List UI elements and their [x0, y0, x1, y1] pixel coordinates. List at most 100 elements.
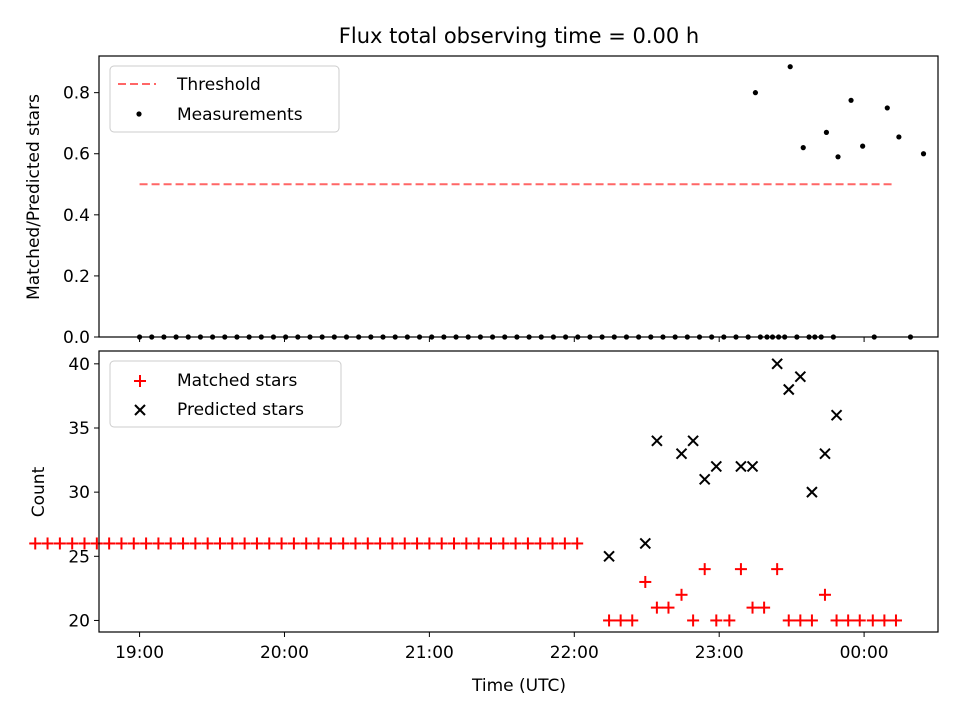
matched-star-marker [164, 537, 177, 550]
x-tick-label: 22:00 [550, 643, 599, 663]
matched-star-marker [361, 537, 374, 550]
matched-star-marker [448, 537, 461, 550]
matched-star-marker [698, 563, 711, 576]
y-tick-label: 0.2 [63, 267, 90, 287]
matched-star-marker [398, 537, 411, 550]
top-legend[interactable]: Threshold Measurements [109, 65, 340, 133]
bottom-axes-frame [98, 350, 939, 633]
measurement-point [884, 105, 890, 111]
x-tick-label: 21:00 [405, 643, 454, 663]
x-axis-label: Time (UTC) [471, 676, 566, 696]
measurement-point [920, 151, 927, 157]
matched-star-marker [734, 563, 747, 576]
top-y-ticks: 0.0 0.2 0.4 0.6 0.8 [63, 84, 99, 348]
predicted-star-marker [783, 383, 795, 396]
bottom-legend-frame [109, 360, 342, 428]
predicted-star-marker [710, 460, 723, 473]
legend-matched-label: Matched stars [177, 371, 297, 391]
matched-star-marker [675, 588, 688, 601]
matched-star-marker [78, 537, 91, 550]
legend-predicted-label: Predicted stars [177, 400, 304, 420]
matched-star-marker [411, 537, 424, 550]
top-panel: 0.00.20.40.60.8 Matched/Predicted stars … [24, 55, 939, 348]
matched-star-marker [275, 537, 288, 550]
x-tick-label: 00:00 [840, 643, 889, 663]
x-tick-label: 20:00 [260, 643, 309, 663]
predicted-star-marker [735, 460, 747, 473]
predicted-star-marker [687, 435, 699, 447]
predicted-star-marker [771, 358, 783, 370]
matched-star-marker [687, 614, 700, 627]
y-tick-label: 40 [68, 355, 90, 375]
predicted-star-marker [746, 460, 759, 473]
x-tick-label: 19:00 [115, 643, 164, 663]
matched-star-marker [534, 537, 547, 550]
measurement-point [896, 134, 902, 140]
top-x-ticks [139, 337, 865, 342]
y-tick-label: 0.6 [63, 145, 90, 165]
legend-measurements-label: Measurements [177, 105, 303, 125]
matched-star-marker [662, 601, 675, 614]
measurement-point [823, 129, 830, 135]
matched-star-marker [889, 614, 902, 627]
matched-star-marker [152, 537, 165, 550]
matched-star-marker [374, 537, 387, 550]
legend-predicted-swatch [134, 404, 146, 416]
matched-star-marker [866, 614, 879, 627]
matched-star-marker [830, 614, 843, 627]
matched-star-marker [312, 537, 325, 550]
legend-matched-swatch [134, 375, 146, 387]
matched-star-marker [878, 614, 891, 627]
predicted-star-marker [830, 409, 843, 421]
matched-star-marker [782, 614, 795, 627]
top-legend-frame [109, 65, 340, 133]
legend-measurements-swatch [136, 111, 142, 117]
matched-star-marker [842, 614, 855, 627]
matched-star-marker [201, 537, 214, 550]
y-tick-label: 0.8 [63, 84, 90, 104]
predicted-star-marker [603, 550, 615, 563]
matched-star-marker [710, 614, 723, 627]
bottom-panel: 20 25 30 35 40 19:00 20:00 21:00 22:00 23:00 00:0… [29, 350, 939, 696]
matched-star-marker [66, 537, 79, 550]
measurement-point [800, 145, 806, 151]
predicted-star-marker [806, 486, 818, 498]
predicted-star-marker [639, 537, 651, 550]
matched-star-marker [177, 537, 190, 550]
matched-star-marker [29, 537, 42, 550]
matched-star-marker [287, 537, 300, 550]
matched-star-marker [90, 537, 103, 550]
predicted-star-marker [651, 435, 663, 447]
measurement-point [848, 97, 854, 103]
matched-star-marker [103, 537, 116, 550]
matched-star-marker [571, 537, 584, 550]
predicted-star-marker [794, 370, 807, 383]
bottom-legend[interactable]: Matched stars Predicted stars [109, 360, 342, 428]
matched-star-marker [250, 537, 263, 550]
matched-star-marker [53, 537, 66, 550]
matched-star-marker [614, 614, 627, 627]
matched-star-marker [771, 563, 784, 576]
matched-star-marker [723, 614, 736, 627]
bottom-plot-area [29, 358, 902, 627]
legend-threshold-label: Threshold [176, 75, 261, 95]
predicted-star-marker [698, 473, 711, 486]
matched-star-marker [818, 588, 831, 601]
y-tick-label: 35 [68, 419, 90, 439]
matched-star-marker [853, 614, 866, 627]
matched-star-marker [650, 601, 663, 614]
matched-star-marker [115, 537, 128, 550]
y-tick-label: 25 [68, 547, 90, 567]
predicted-star-marker [819, 447, 831, 460]
matched-star-marker [497, 537, 510, 550]
y-tick-label: 0.4 [63, 206, 90, 226]
matched-star-marker [423, 537, 436, 550]
matched-star-marker [213, 537, 226, 550]
matched-star-marker [238, 537, 251, 550]
bottom-x-ticks: 19:00 20:00 21:00 22:00 23:00 00:00 [115, 632, 889, 663]
predicted-star-marker [675, 447, 688, 460]
matched-star-marker [794, 614, 807, 627]
top-y-axis-label: Matched/Predicted stars [24, 94, 44, 300]
matched-star-marker [509, 537, 522, 550]
y-tick-label: 30 [68, 483, 90, 503]
